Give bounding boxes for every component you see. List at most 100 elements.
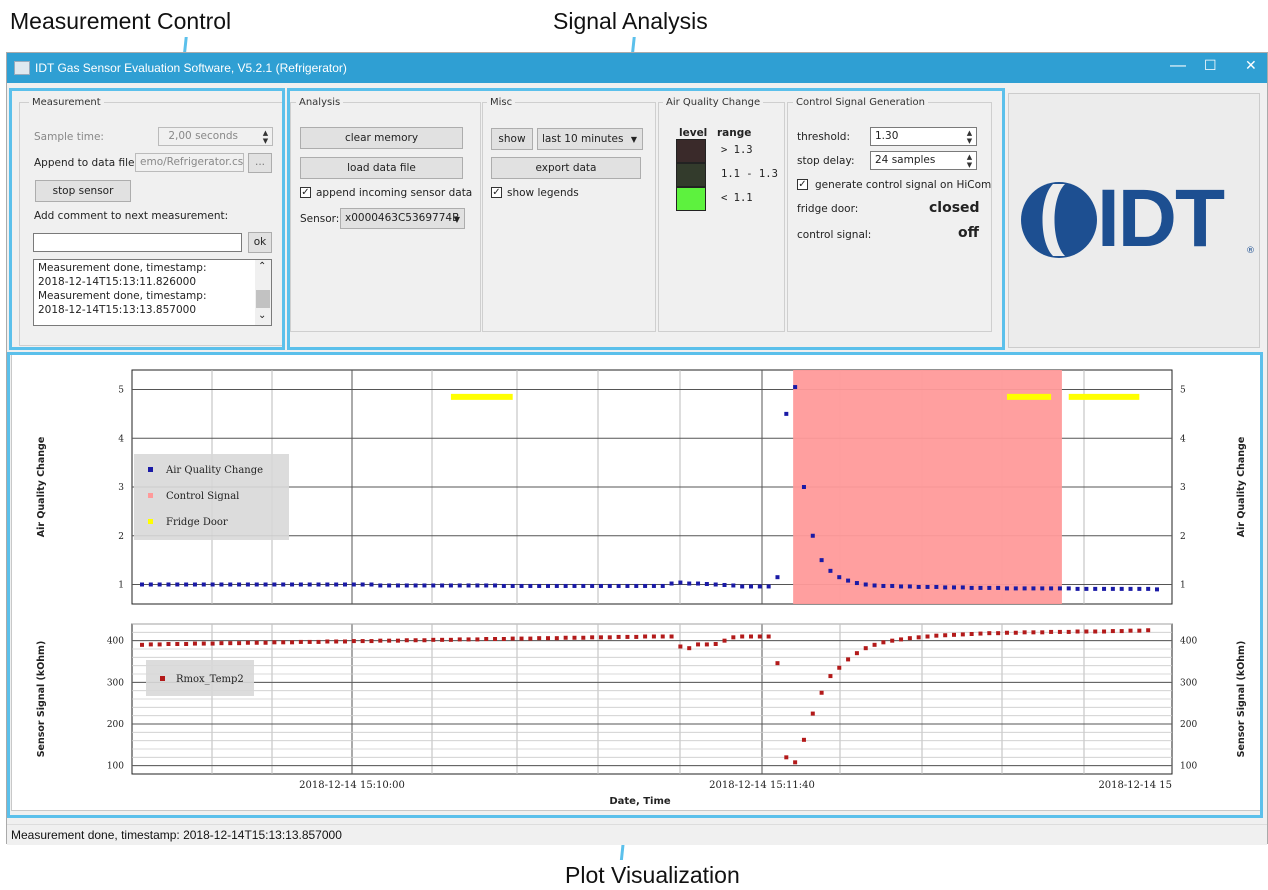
sensor-signal-point — [934, 633, 939, 638]
air-quality-point — [669, 581, 674, 586]
air-quality-point — [757, 584, 762, 589]
log-line: Measurement done, timestamp: — [38, 262, 207, 274]
air-quality-point — [890, 583, 895, 588]
window-title: IDT Gas Sensor Evaluation Software, V5.2… — [35, 61, 347, 75]
show-legends-label: show legends — [507, 187, 579, 199]
control-signal-status: off — [958, 225, 979, 241]
analysis-group-title: Analysis — [296, 97, 344, 108]
sensor-select[interactable]: x0000463C5369774B ▼ — [340, 208, 465, 229]
air-quality-point — [360, 582, 365, 587]
threshold-input[interactable]: 1.30 ▲ ▼ — [870, 127, 977, 146]
air-quality-point — [581, 583, 586, 588]
load-data-file-button[interactable]: load data file — [300, 157, 463, 179]
aqc-level-swatch — [676, 139, 706, 163]
air-quality-point — [493, 583, 498, 588]
sensor-signal-point — [546, 636, 550, 641]
y-tick-label-right: 200 — [1180, 720, 1197, 730]
sensor-signal-point — [166, 642, 171, 646]
highlight-measurement-control — [9, 88, 285, 350]
sensor-signal-point — [943, 633, 948, 638]
sample-time-field[interactable]: 2,00 seconds ▲ ▼ — [158, 127, 273, 146]
sensor-signal-point — [960, 632, 965, 637]
comment-input[interactable] — [33, 233, 242, 252]
measurement-log[interactable]: Measurement done, timestamp: 2018-12-14T… — [33, 259, 272, 326]
y-tick-label: 5 — [118, 386, 124, 396]
export-data-button[interactable]: export data — [491, 157, 641, 179]
scroll-thumb[interactable] — [256, 290, 270, 308]
sensor-signal-point — [1066, 629, 1071, 634]
time-range-select[interactable]: last 10 minutes ▼ — [537, 128, 643, 150]
append-sensor-data-checkbox[interactable]: ✓ — [300, 187, 311, 198]
append-file-field[interactable]: emo/Refrigerator.csv — [135, 153, 244, 172]
scroll-up-icon[interactable]: ⌃ — [258, 261, 267, 272]
sensor-signal-point — [581, 635, 586, 640]
air-quality-point — [916, 584, 921, 589]
sensor-signal-point — [1128, 628, 1133, 633]
time-range-value: last 10 minutes — [542, 133, 624, 145]
air-quality-point — [572, 583, 577, 588]
sensor-signal-point — [837, 665, 842, 670]
sensor-signal-point — [148, 642, 153, 647]
stop-delay-input[interactable]: 24 samples ▲ ▼ — [870, 151, 977, 170]
air-quality-point — [1084, 586, 1089, 591]
log-line: Measurement done, timestamp: — [38, 290, 207, 302]
sensor-signal-point — [404, 638, 409, 643]
sensor-signal-point — [1013, 630, 1018, 635]
analysis-group — [290, 102, 481, 332]
log-scrollbar[interactable]: ⌃ ⌄ — [255, 260, 271, 325]
aqc-level-swatch — [676, 163, 706, 187]
generate-control-signal-checkbox[interactable]: ✓ — [797, 179, 808, 190]
maximize-icon[interactable]: ☐ — [1204, 57, 1217, 73]
sensor-signal-point — [184, 642, 189, 646]
sensor-signal-point — [537, 636, 542, 641]
plot-svg[interactable]: 1 1 2 2 3 3 4 4 5 5 Air Quality Change Air Quality … — [12, 354, 1260, 810]
aqc-range-header: range — [717, 127, 752, 139]
sensor-signal-point — [643, 634, 648, 639]
show-button[interactable]: show — [491, 128, 533, 150]
minimize-icon[interactable]: — — [1170, 57, 1186, 74]
scroll-down-icon[interactable]: ⌄ — [258, 310, 267, 321]
y-axis-title-right: Air Quality Change — [1236, 437, 1247, 538]
legend-swatch — [148, 493, 153, 498]
browse-button[interactable]: ... — [248, 153, 272, 173]
y-tick-label-right: 100 — [1180, 762, 1197, 772]
show-legends-checkbox[interactable]: ✓ — [491, 187, 502, 198]
close-icon[interactable]: ✕ — [1245, 57, 1257, 73]
air-quality-point — [219, 582, 224, 587]
spin-arrows-icon[interactable]: ▲ ▼ — [966, 129, 973, 145]
plot-area[interactable]: 1 1 2 2 3 3 4 4 5 5 Air Quality Change Air Quality … — [11, 353, 1261, 811]
spin-arrows-icon[interactable]: ▲ ▼ — [966, 153, 973, 169]
registered-mark: ® — [1246, 246, 1255, 256]
sensor-signal-point — [325, 639, 330, 644]
air-quality-point — [157, 582, 162, 587]
air-quality-point — [660, 583, 665, 588]
aqc-level-range: < 1.1 — [721, 192, 753, 204]
clear-memory-button[interactable]: clear memory — [300, 127, 463, 149]
sensor-signal-point — [669, 634, 674, 639]
stop-sensor-button[interactable]: stop sensor — [35, 180, 131, 202]
legend-swatch — [160, 676, 165, 681]
sensor-signal-point — [828, 674, 833, 679]
air-quality-point — [554, 583, 559, 588]
air-quality-point — [943, 585, 948, 590]
air-quality-point — [519, 583, 524, 588]
air-quality-point — [343, 582, 347, 587]
air-quality-point — [687, 581, 692, 586]
air-quality-point — [1093, 586, 1098, 591]
sensor-signal-point — [316, 639, 321, 644]
aqc-level-row: < 1.1 — [676, 187, 776, 211]
sensor-signal-point — [775, 661, 780, 666]
spin-arrows-icon[interactable]: ▲ ▼ — [262, 129, 269, 145]
air-quality-point — [201, 582, 206, 587]
air-quality-point — [422, 583, 427, 588]
ok-button[interactable]: ok — [248, 232, 272, 253]
sensor-signal-point — [192, 641, 197, 646]
aqc-level-row: > 1.3 — [676, 139, 776, 163]
air-quality-point — [696, 581, 701, 586]
y-tick-label-right: 2 — [1180, 532, 1186, 542]
sensor-signal-point — [969, 632, 974, 636]
air-quality-point — [1137, 586, 1142, 591]
idt-logo-text: IDT — [1097, 173, 1225, 264]
control-group-title: Control Signal Generation — [793, 97, 929, 108]
aqc-level-range: 1.1 - 1.3 — [721, 168, 778, 180]
